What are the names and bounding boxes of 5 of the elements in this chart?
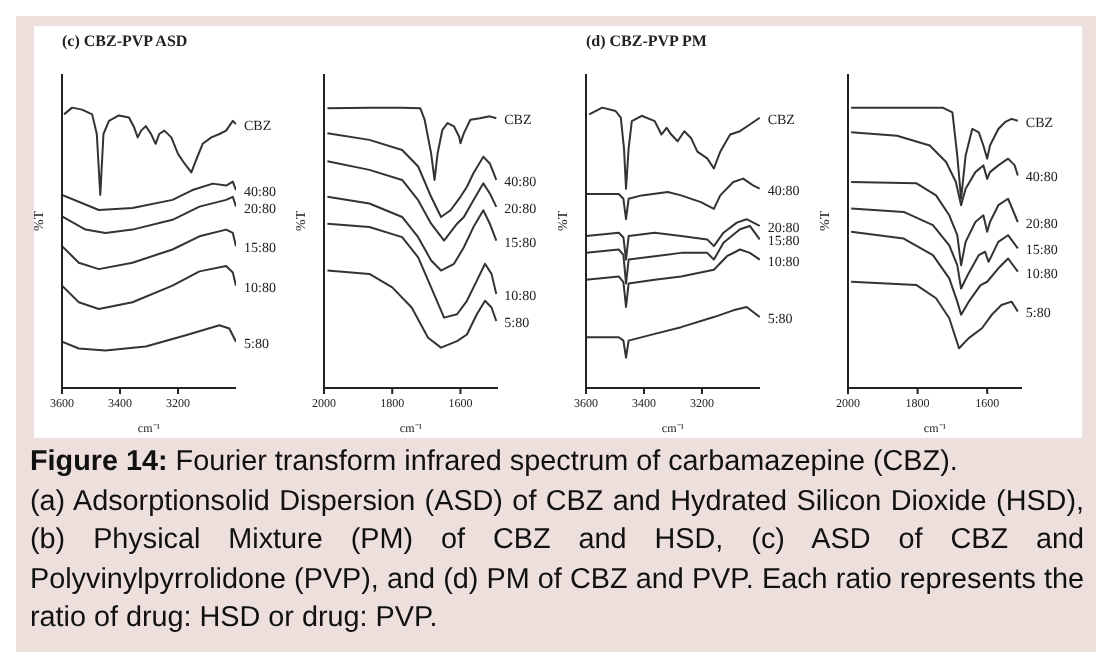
- chart-title: (d) CBZ-PVP PM: [586, 32, 707, 50]
- text: (a) Adsorptionsolid Dispersion (ASD) of CBZ and Hydrated Silicon Dioxide (HSD), (b) Physical Mixture (PM) of CBZ and HSD, (c) ASD of CBZ and Polyvinylpyrrolidone (PVP), and (d) PM of CBZ and PVP. Each ratio represents the ratio of drug: HSD or drug: PVP.: [30, 485, 1084, 634]
- text: Fourier transform infrared spectrum of carbamazepine (CBZ).: [175, 446, 958, 478]
- caption: Figure 14:: [30, 446, 168, 478]
- chart-title: (c) CBZ-PVP ASD: [62, 32, 188, 50]
